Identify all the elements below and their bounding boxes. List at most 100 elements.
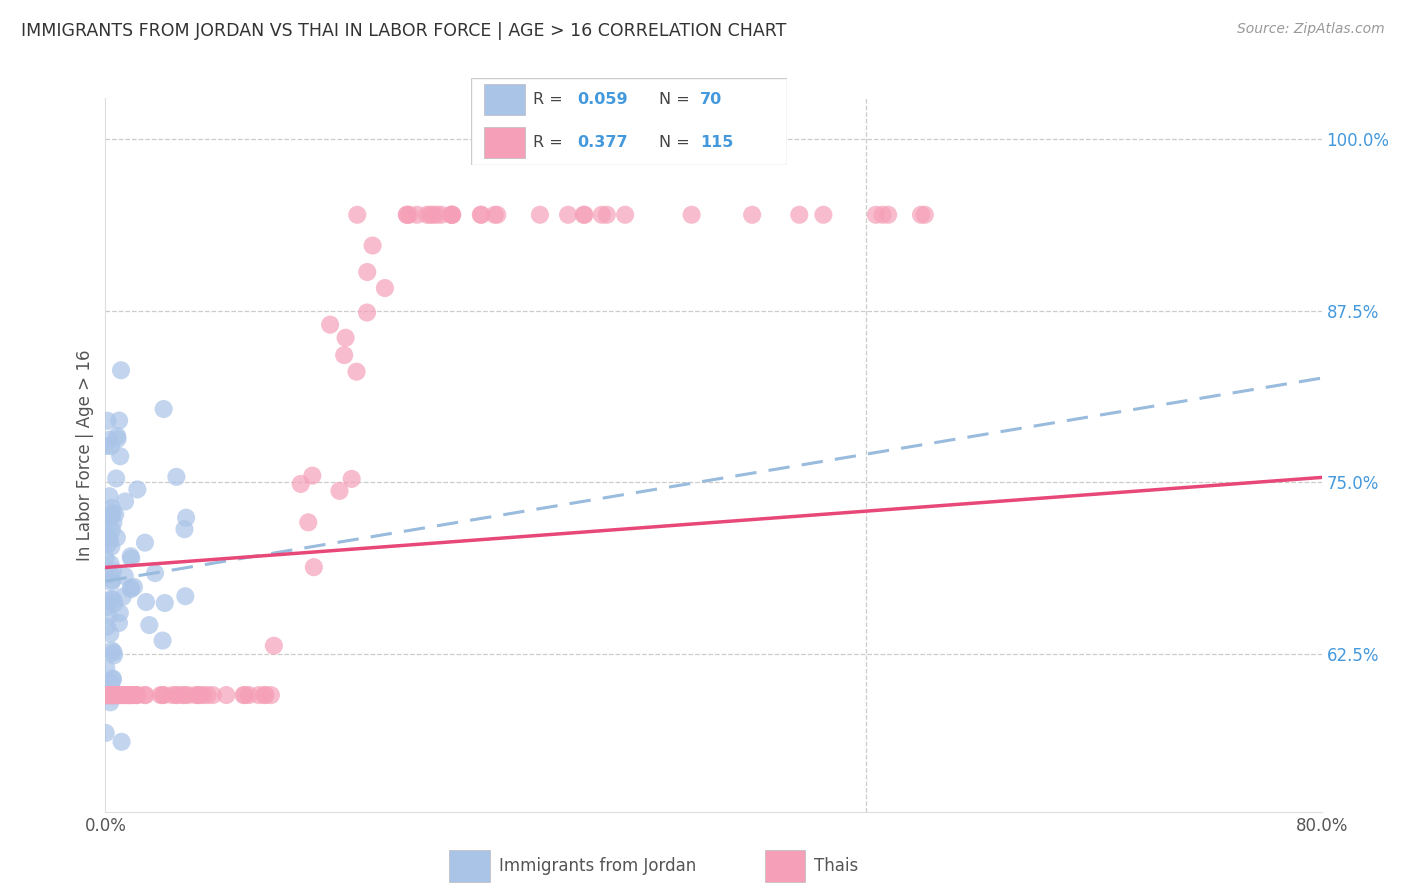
Point [110,363,132,377]
Point [149,688,172,702]
Point [101,506,124,520]
Point [174,510,197,524]
Point [96,620,118,634]
Point [302,560,325,574]
Point [340,472,363,486]
FancyBboxPatch shape [450,850,489,882]
Point [333,348,356,362]
Point [238,688,260,702]
Point [127,688,149,702]
Point [96,439,118,453]
Point [440,208,463,222]
Point [96,688,118,702]
Point [98,688,121,702]
Point [101,688,124,702]
Point [395,208,418,222]
Point [98,626,121,640]
Point [108,615,131,630]
Point [174,589,197,603]
Point [201,688,224,702]
Point [101,573,124,587]
Point [98,433,121,447]
Point [254,688,277,702]
Point [96,688,118,702]
Point [94,726,117,740]
Point [173,522,195,536]
Point [118,688,141,702]
Point [591,208,613,222]
Point [97,593,120,607]
Point [374,281,396,295]
Point [103,516,125,530]
Point [108,606,131,620]
Point [100,688,122,702]
Point [101,564,124,578]
Point [100,540,122,554]
Point [107,688,129,702]
FancyBboxPatch shape [484,84,524,115]
Point [98,509,121,524]
Text: R =: R = [533,135,568,150]
Point [104,688,127,702]
Point [419,208,441,222]
Point [328,483,350,498]
Point [153,596,176,610]
Point [120,549,142,564]
Point [100,567,122,582]
Point [101,672,124,686]
Point [101,688,124,702]
Point [557,208,579,222]
Point [105,531,128,545]
Point [94,688,117,702]
Point [96,661,118,675]
Point [143,566,166,580]
Point [104,688,127,702]
Point [470,208,492,222]
Point [122,580,145,594]
Point [98,533,121,548]
Point [138,618,160,632]
Point [574,208,596,222]
Point [188,688,211,702]
Point [107,432,129,446]
Point [260,688,283,702]
Point [335,331,357,345]
Text: Thais: Thais [814,857,859,875]
Point [263,639,285,653]
Point [614,208,637,222]
Point [430,208,453,222]
Point [187,688,209,702]
Point [103,596,125,610]
Point [98,688,121,702]
Point [101,500,124,515]
Point [100,676,122,690]
Point [681,208,703,222]
Point [177,688,200,702]
Text: 115: 115 [700,135,734,150]
Point [115,688,138,702]
Point [153,688,176,702]
Text: 70: 70 [700,92,723,106]
Point [233,688,256,702]
Point [98,489,121,503]
Point [406,208,429,222]
Point [741,208,763,222]
Point [872,208,894,222]
Point [98,688,121,702]
Text: R =: R = [533,92,568,106]
Point [152,402,174,417]
Point [120,688,142,702]
Point [115,688,138,702]
Point [108,688,131,702]
Point [529,208,551,222]
Text: Immigrants from Jordan: Immigrants from Jordan [499,857,696,875]
Text: N =: N = [659,135,695,150]
Point [484,208,506,222]
Point [103,688,125,702]
Point [395,208,418,222]
Point [135,688,157,702]
Point [215,688,238,702]
Point [361,238,384,252]
Point [290,477,312,491]
Point [356,265,378,279]
